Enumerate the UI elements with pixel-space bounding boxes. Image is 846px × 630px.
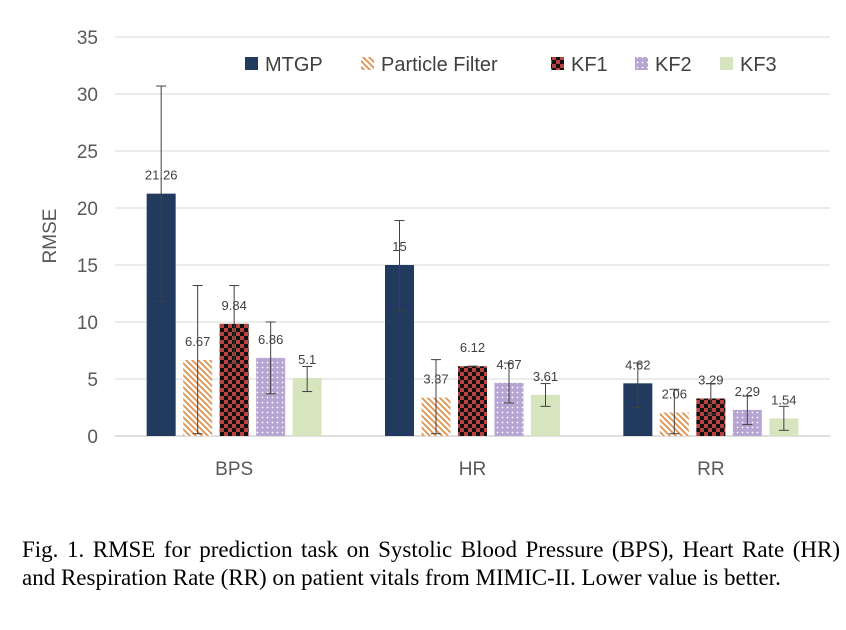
y-tick-label: 5 xyxy=(87,370,98,391)
legend-swatch xyxy=(361,57,374,70)
y-tick-label: 10 xyxy=(77,313,98,334)
data-label: 3.37 xyxy=(423,372,448,387)
data-label: 6.12 xyxy=(460,340,485,355)
y-tick-label: 25 xyxy=(77,142,98,163)
legend-label: MTGP xyxy=(265,54,323,76)
y-axis-label: RMSE xyxy=(40,209,61,264)
legend-label: KF3 xyxy=(740,54,777,76)
category-label: RR xyxy=(697,459,724,480)
data-label: 9.84 xyxy=(222,298,247,313)
legend-swatch xyxy=(551,57,564,70)
legend-label: Particle Filter xyxy=(381,54,498,76)
legend: MTGP Particle Filter KF1 KF2 KF3 xyxy=(245,54,777,76)
data-label: 3.61 xyxy=(533,369,558,384)
legend-label: KF2 xyxy=(655,54,692,76)
data-label: 2.06 xyxy=(662,387,687,402)
y-axis-ticks: 0 5 10 15 20 25 30 35 xyxy=(77,28,98,448)
y-tick-label: 30 xyxy=(77,85,98,106)
y-tick-label: 20 xyxy=(77,199,98,220)
y-tick-label: 0 xyxy=(87,427,98,448)
data-label: 5.1 xyxy=(298,352,316,367)
data-label: 6.86 xyxy=(258,332,283,347)
data-label: 4.67 xyxy=(496,357,521,372)
y-tick-label: 35 xyxy=(77,28,98,49)
legend-label: KF1 xyxy=(571,54,608,76)
data-label: 21.26 xyxy=(145,168,178,183)
data-label: 4.62 xyxy=(625,357,650,372)
figure-caption: Fig. 1. RMSE for prediction task on Syst… xyxy=(22,537,840,590)
data-label: 2.29 xyxy=(735,384,760,399)
data-label: 1.54 xyxy=(771,392,796,407)
data-label: 3.29 xyxy=(698,372,723,387)
bars: 21.26 6.67 9.84 6.86 5.1 15 3.37 6.12 4.67 3.61 4.… xyxy=(145,85,799,436)
legend-swatch xyxy=(245,57,258,70)
category-labels: BPS HR RR xyxy=(215,459,724,480)
category-label: HR xyxy=(459,459,486,480)
rmse-bar-chart: 0 5 10 15 20 25 30 35 RMSE 21.26 6.67 9.84 6.86 5.1… xyxy=(40,28,830,480)
y-tick-label: 15 xyxy=(77,256,98,277)
bar xyxy=(458,366,487,436)
legend-swatch xyxy=(720,57,733,70)
category-label: BPS xyxy=(215,459,253,480)
legend-swatch xyxy=(635,57,648,70)
data-label: 6.67 xyxy=(185,334,210,349)
data-label: 15 xyxy=(392,239,406,254)
